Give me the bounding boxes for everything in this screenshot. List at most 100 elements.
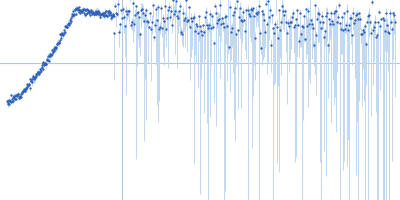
Point <box>79 11 85 14</box>
Point <box>100 13 106 17</box>
Point <box>234 0 241 3</box>
Point <box>72 7 78 10</box>
Point <box>285 21 291 24</box>
Point <box>48 52 55 55</box>
Point <box>331 11 337 15</box>
Point <box>60 33 67 36</box>
Point <box>338 27 344 30</box>
Point <box>308 18 314 22</box>
Point <box>68 13 75 16</box>
Point <box>8 100 14 103</box>
Point <box>284 32 290 35</box>
Point <box>63 26 70 29</box>
Point <box>250 14 257 18</box>
Point <box>363 42 370 45</box>
Point <box>221 25 228 28</box>
Point <box>226 46 232 49</box>
Point <box>76 8 82 11</box>
Point <box>159 26 165 29</box>
Point <box>29 81 36 84</box>
Point <box>383 23 390 26</box>
Point <box>191 16 197 19</box>
Point <box>212 4 218 7</box>
Point <box>303 8 309 11</box>
Point <box>35 70 41 73</box>
Point <box>62 25 68 28</box>
Point <box>237 7 244 10</box>
Point <box>315 12 321 15</box>
Point <box>20 89 27 92</box>
Point <box>256 31 263 35</box>
Point <box>146 26 152 29</box>
Point <box>7 99 13 102</box>
Point <box>190 16 196 19</box>
Point <box>13 93 20 96</box>
Point <box>22 88 28 91</box>
Point <box>90 11 96 14</box>
Point <box>293 17 299 20</box>
Point <box>20 90 26 93</box>
Point <box>385 31 392 35</box>
Point <box>328 12 334 15</box>
Point <box>215 18 222 21</box>
Point <box>219 17 226 20</box>
Point <box>274 36 281 40</box>
Point <box>15 93 22 96</box>
Point <box>252 12 259 15</box>
Point <box>50 46 57 49</box>
Point <box>121 24 128 28</box>
Point <box>128 23 134 26</box>
Point <box>278 4 285 7</box>
Point <box>260 12 266 15</box>
Point <box>16 95 23 98</box>
Point <box>34 72 40 76</box>
Point <box>16 95 22 98</box>
Point <box>185 18 191 21</box>
Point <box>59 32 66 35</box>
Point <box>11 95 17 98</box>
Point <box>198 30 204 33</box>
Point <box>52 47 59 50</box>
Point <box>122 10 129 13</box>
Point <box>58 36 64 39</box>
Point <box>330 23 336 26</box>
Point <box>314 18 320 21</box>
Point <box>77 8 84 12</box>
Point <box>361 30 368 33</box>
Point <box>109 14 115 17</box>
Point <box>132 14 138 17</box>
Point <box>337 21 343 24</box>
Point <box>90 13 97 16</box>
Point <box>227 5 234 9</box>
Point <box>358 32 364 35</box>
Point <box>299 24 305 27</box>
Point <box>36 67 43 71</box>
Point <box>86 11 92 14</box>
Point <box>260 18 267 22</box>
Point <box>48 53 54 56</box>
Point <box>218 22 224 26</box>
Point <box>81 11 87 14</box>
Point <box>52 45 58 48</box>
Point <box>174 14 180 17</box>
Point <box>374 34 381 37</box>
Point <box>47 55 53 58</box>
Point <box>12 94 18 98</box>
Point <box>55 41 62 45</box>
Point <box>245 13 252 16</box>
Point <box>326 17 332 21</box>
Point <box>37 69 44 73</box>
Point <box>82 9 88 12</box>
Point <box>14 93 21 96</box>
Point <box>26 84 32 87</box>
Point <box>264 0 271 2</box>
Point <box>84 8 90 11</box>
Point <box>334 20 340 23</box>
Point <box>387 20 394 23</box>
Point <box>33 72 40 75</box>
Point <box>68 19 74 22</box>
Point <box>310 26 316 30</box>
Point <box>94 10 101 13</box>
Point <box>144 20 151 24</box>
Point <box>57 38 63 41</box>
